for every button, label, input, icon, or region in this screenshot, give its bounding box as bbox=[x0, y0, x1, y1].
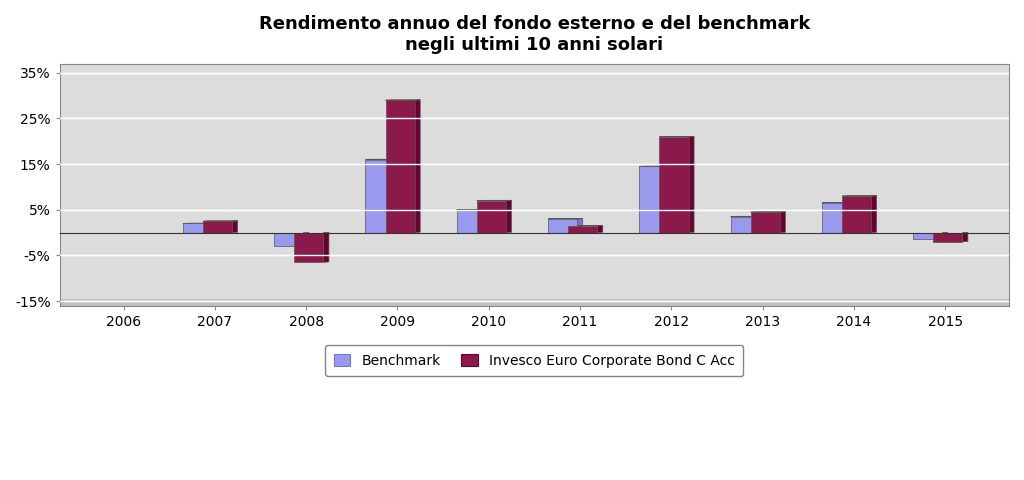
Bar bbox=[913, 233, 942, 240]
Polygon shape bbox=[780, 212, 785, 233]
Bar bbox=[477, 201, 506, 233]
Polygon shape bbox=[851, 203, 856, 233]
Polygon shape bbox=[212, 223, 217, 233]
Polygon shape bbox=[506, 200, 512, 233]
Polygon shape bbox=[394, 159, 400, 233]
Polygon shape bbox=[760, 216, 765, 233]
Bar bbox=[294, 233, 324, 262]
Title: Rendimento annuo del fondo esterno e del benchmark
negli ultimi 10 anni solari: Rendimento annuo del fondo esterno e del… bbox=[259, 15, 810, 54]
Bar bbox=[822, 203, 851, 233]
Bar bbox=[203, 221, 232, 233]
Polygon shape bbox=[486, 209, 492, 233]
Bar bbox=[751, 212, 780, 233]
Polygon shape bbox=[669, 166, 674, 233]
Bar bbox=[385, 100, 415, 233]
Polygon shape bbox=[578, 218, 583, 233]
Polygon shape bbox=[963, 232, 968, 242]
Bar bbox=[548, 219, 578, 233]
Polygon shape bbox=[415, 100, 420, 233]
Polygon shape bbox=[688, 136, 694, 233]
Polygon shape bbox=[597, 226, 603, 233]
Bar bbox=[933, 233, 963, 242]
Bar bbox=[183, 224, 212, 233]
Bar bbox=[568, 226, 597, 233]
Bar bbox=[730, 216, 760, 233]
Polygon shape bbox=[942, 232, 948, 240]
Bar bbox=[457, 210, 486, 233]
Bar bbox=[659, 137, 688, 233]
Bar bbox=[59, 299, 1009, 306]
Bar bbox=[639, 167, 669, 233]
Bar bbox=[842, 196, 871, 233]
Polygon shape bbox=[324, 232, 329, 262]
Polygon shape bbox=[871, 196, 877, 233]
Polygon shape bbox=[232, 221, 238, 233]
Bar bbox=[366, 159, 394, 233]
Polygon shape bbox=[303, 232, 309, 246]
Bar bbox=[274, 233, 303, 246]
Legend: Benchmark, Invesco Euro Corporate Bond C Acc: Benchmark, Invesco Euro Corporate Bond C… bbox=[326, 346, 743, 376]
